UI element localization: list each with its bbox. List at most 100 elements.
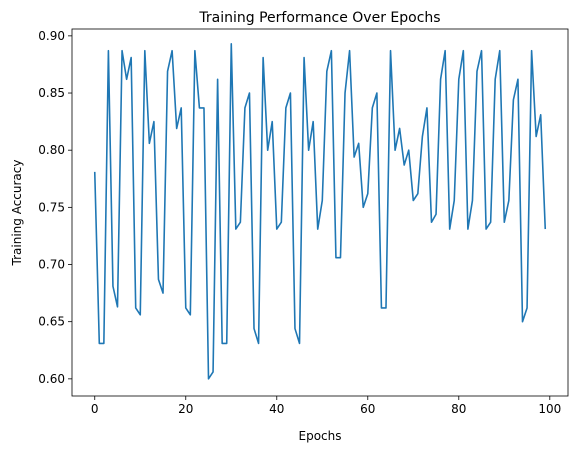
data-point: [339, 256, 341, 258]
y-tick-label: 0.90: [38, 29, 65, 43]
data-point: [189, 314, 191, 316]
data-point: [317, 228, 319, 230]
y-axis-label: Training Accuracy: [10, 160, 24, 267]
data-point: [298, 342, 300, 344]
data-point: [517, 78, 519, 80]
data-point: [426, 107, 428, 109]
y-tick-label: 0.75: [38, 200, 65, 214]
data-point: [103, 342, 105, 344]
x-tick-label: 0: [91, 402, 99, 416]
data-point: [480, 50, 482, 52]
data-point: [530, 50, 532, 52]
data-point: [335, 256, 337, 258]
data-point: [239, 221, 241, 223]
data-point: [121, 50, 123, 52]
x-tick-label: 80: [451, 402, 466, 416]
data-point: [357, 142, 359, 144]
data-point: [153, 120, 155, 122]
data-point: [294, 327, 296, 329]
y-tick-label: 0.65: [38, 315, 65, 329]
x-tick-label: 20: [178, 402, 193, 416]
data-point: [494, 78, 496, 80]
data-point: [380, 307, 382, 309]
data-point: [203, 107, 205, 109]
data-point: [417, 192, 419, 194]
data-point: [148, 142, 150, 144]
x-tick-label: 60: [360, 402, 375, 416]
data-point: [448, 228, 450, 230]
data-point: [376, 92, 378, 94]
x-tick-label: 100: [538, 402, 561, 416]
data-point: [353, 156, 355, 158]
data-point: [326, 70, 328, 72]
data-point: [439, 78, 441, 80]
data-point: [471, 199, 473, 201]
data-point: [303, 56, 305, 58]
data-point: [94, 171, 96, 173]
data-point: [312, 120, 314, 122]
data-point: [162, 292, 164, 294]
data-point: [216, 78, 218, 80]
data-point: [489, 221, 491, 223]
data-point: [212, 371, 214, 373]
data-point: [285, 107, 287, 109]
data-point: [398, 127, 400, 129]
data-point: [98, 342, 100, 344]
data-point: [371, 107, 373, 109]
data-point: [276, 228, 278, 230]
y-tick-label: 0.60: [38, 372, 65, 386]
data-point: [512, 99, 514, 101]
data-point: [175, 127, 177, 129]
data-point: [166, 70, 168, 72]
data-point: [467, 228, 469, 230]
data-point: [444, 50, 446, 52]
data-point: [280, 221, 282, 223]
data-point: [266, 149, 268, 151]
data-point: [321, 199, 323, 201]
y-tick-label: 0.80: [38, 143, 65, 157]
data-point: [207, 378, 209, 380]
data-point: [476, 70, 478, 72]
data-point: [116, 306, 118, 308]
data-point: [408, 149, 410, 151]
data-point: [348, 50, 350, 52]
data-point: [544, 228, 546, 230]
data-point: [362, 206, 364, 208]
data-point: [157, 278, 159, 280]
data-point: [244, 107, 246, 109]
data-point: [499, 50, 501, 52]
series-line: [93, 43, 547, 380]
data-point: [421, 135, 423, 137]
y-tick-label: 0.85: [38, 86, 65, 100]
data-point: [367, 192, 369, 194]
data-point: [394, 149, 396, 151]
data-point: [253, 327, 255, 329]
data-point: [330, 50, 332, 52]
data-point: [144, 50, 146, 52]
data-point: [458, 78, 460, 80]
data-point: [385, 307, 387, 309]
data-point: [389, 50, 391, 52]
data-point: [125, 78, 127, 80]
data-point: [130, 56, 132, 58]
data-point: [540, 114, 542, 116]
chart-title: Training Performance Over Epochs: [198, 10, 440, 26]
data-point: [198, 107, 200, 109]
data-point: [221, 342, 223, 344]
data-point: [235, 228, 237, 230]
data-point: [230, 43, 232, 45]
data-point: [107, 50, 109, 52]
data-point: [508, 199, 510, 201]
x-axis: 0 20 40 60 80 100: [91, 396, 561, 416]
data-point: [185, 307, 187, 309]
x-axis-label: Epochs: [299, 429, 342, 443]
data-point: [344, 92, 346, 94]
data-point: [521, 320, 523, 322]
data-point: [435, 213, 437, 215]
axes-frame: [71, 28, 569, 397]
data-point: [135, 307, 137, 309]
data-point: [503, 221, 505, 223]
data-point: [226, 342, 228, 344]
data-point: [430, 221, 432, 223]
